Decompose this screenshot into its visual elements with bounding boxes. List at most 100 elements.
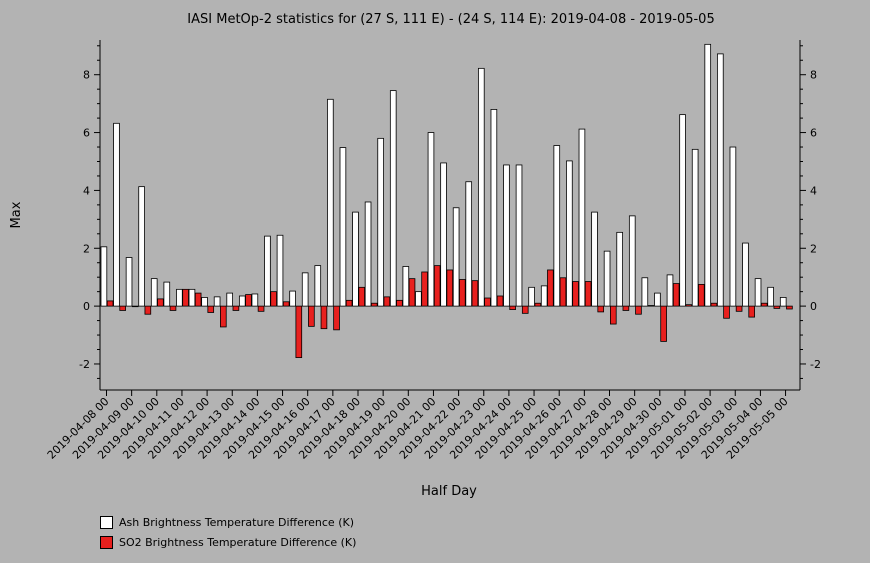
bar-so2	[597, 305, 605, 313]
bar-so2	[119, 305, 126, 311]
bar-ash	[163, 281, 171, 307]
bar-ash	[641, 277, 649, 307]
bar-so2	[534, 302, 542, 307]
bar-so2	[496, 295, 504, 307]
y-tick-label-right: 2	[810, 242, 817, 255]
y-axis-label: Max	[9, 201, 24, 228]
bar-so2	[144, 305, 152, 315]
bar-so2	[320, 305, 328, 330]
bar-ash	[540, 285, 548, 307]
y-tick-label-left: 6	[83, 127, 90, 140]
bar-so2	[710, 302, 718, 307]
bar-so2	[660, 305, 667, 342]
bar-ash	[767, 286, 774, 307]
bar-so2	[232, 305, 240, 311]
bar-so2	[584, 281, 592, 307]
bar-so2	[559, 277, 567, 307]
y-tick-label-right: -2	[810, 358, 821, 371]
bar-ash	[654, 292, 661, 307]
legend-item-ash: Ash Brightness Temperature Difference (K…	[100, 512, 356, 532]
bar-so2	[106, 300, 114, 307]
y-tick-label-left: 2	[83, 242, 90, 255]
bar-so2	[622, 305, 630, 311]
bar-so2	[471, 280, 479, 307]
bar-ash	[213, 296, 221, 307]
bar-ash	[515, 164, 523, 307]
bar-ash	[503, 164, 510, 307]
bar-ash	[691, 148, 699, 307]
bar-so2	[786, 305, 793, 310]
bar-ash	[566, 160, 573, 307]
bar-so2	[723, 305, 730, 319]
bar-so2	[396, 299, 403, 307]
bar-so2	[157, 298, 164, 307]
bar-ash	[352, 211, 359, 307]
bar-so2	[685, 304, 693, 307]
bar-ash	[717, 53, 724, 307]
bar-so2	[647, 305, 655, 307]
bar-so2	[370, 302, 378, 307]
chart-title: IASI MetOp-2 statistics for (27 S, 111 E…	[187, 12, 714, 27]
bar-so2	[333, 305, 340, 331]
bar-so2	[459, 279, 466, 307]
bar-ash	[578, 128, 586, 307]
bar-ash	[251, 293, 259, 307]
bar-ash	[679, 114, 686, 307]
bar-so2	[257, 305, 265, 312]
bar-ash	[779, 297, 787, 307]
bar-ash	[490, 109, 498, 307]
bar-ash	[591, 211, 598, 307]
bar-ash	[528, 286, 535, 307]
bar-ash	[704, 43, 712, 307]
bar-so2	[220, 305, 227, 328]
bar-so2	[521, 305, 529, 314]
bar-so2	[408, 278, 416, 307]
legend-item-so2: SO2 Brightness Temperature Difference (K…	[100, 532, 356, 552]
y-tick-label-left: -2	[79, 358, 90, 371]
bar-so2	[672, 283, 680, 307]
bar-so2	[635, 305, 642, 315]
bar-ash	[553, 145, 561, 307]
bar-ash	[276, 234, 284, 307]
bar-so2	[421, 271, 428, 307]
bar-so2	[773, 305, 781, 309]
bar-so2	[760, 302, 768, 307]
bar-ash	[201, 297, 208, 307]
y-tick-label-right: 6	[810, 127, 817, 140]
bar-so2	[245, 294, 252, 307]
bars	[100, 43, 793, 359]
bar-so2	[484, 297, 491, 307]
y-tick-label-left: 4	[83, 184, 90, 197]
bar-so2	[194, 292, 202, 307]
bar-ash	[138, 186, 145, 307]
bar-ash	[415, 291, 422, 307]
bar-ash	[150, 278, 158, 307]
bar-so2	[295, 305, 303, 359]
bar-ash	[389, 90, 397, 307]
bar-ash	[440, 162, 447, 307]
bar-ash	[264, 235, 271, 307]
y-tick-label-right: 8	[810, 69, 817, 82]
bar-so2	[358, 286, 365, 307]
bar-ash	[377, 137, 384, 307]
legend: Ash Brightness Temperature Difference (K…	[100, 512, 356, 552]
bar-so2	[270, 291, 277, 307]
legend-swatch-so2	[100, 535, 113, 549]
bar-ash	[301, 272, 309, 307]
bar-ash	[742, 242, 749, 307]
bar-ash	[402, 266, 410, 307]
bar-ash	[616, 231, 623, 307]
y-tick-label-left: 8	[83, 69, 90, 82]
bar-so2	[282, 301, 290, 307]
bar-ash	[465, 181, 473, 307]
bar-so2	[182, 288, 189, 307]
bar-so2	[547, 269, 554, 307]
bar-so2	[169, 305, 177, 311]
bar-ash	[176, 288, 183, 307]
bar-ash	[452, 207, 460, 307]
bar-ash	[603, 250, 611, 307]
bar-so2	[698, 284, 705, 307]
bar-ash	[729, 146, 737, 307]
